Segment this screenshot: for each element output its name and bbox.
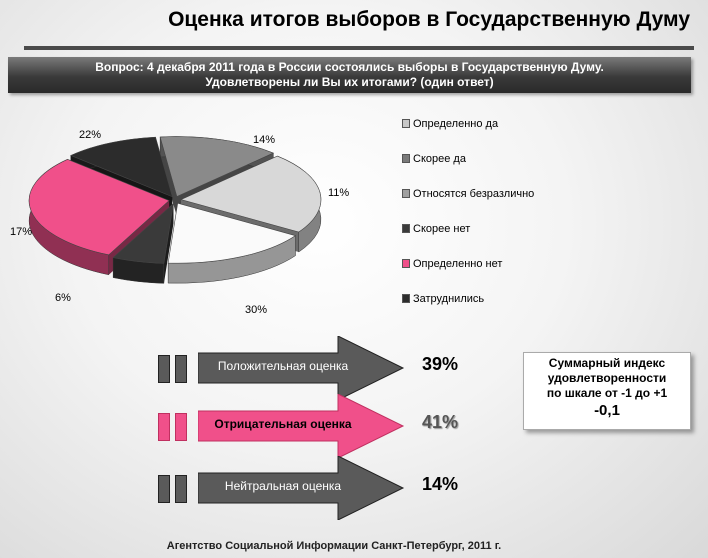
question-line-1: Вопрос: 4 декабря 2011 года в России сос… — [95, 60, 604, 74]
question-line-2: Удовлетворены ли Вы их итогами? (один от… — [205, 75, 494, 89]
legend-item-definitely-yes: Определенно да — [402, 118, 498, 130]
arrow-shape — [198, 336, 405, 400]
index-line-2: удовлетворенности — [547, 371, 667, 385]
legend-item-rather-no: Скорее нет — [402, 223, 470, 235]
pie-slice-definitely-yes — [159, 136, 275, 197]
pie-slice-rather-yes — [180, 155, 322, 233]
legend-item-definitely-no: Определенно нет — [402, 258, 502, 270]
question-banner: Вопрос: 4 декабря 2011 года в России сос… — [8, 57, 691, 93]
legend-item-rather-yes: Скорее да — [402, 153, 466, 165]
neutral-assessment-bar: Нейтральная оценка 14% — [158, 456, 458, 520]
legend-swatch — [402, 224, 410, 233]
bar-value: 14% — [422, 474, 459, 494]
slice-label-definitely-yes: 14% — [253, 134, 276, 146]
legend-item-indifferent: Относятся безразлично — [402, 188, 534, 200]
bar-value: 39% — [422, 354, 459, 374]
legend-swatch — [402, 294, 410, 303]
title-rule — [24, 46, 694, 50]
legend-label: Определенно нет — [413, 258, 503, 270]
legend-label: Скорее нет — [413, 223, 471, 235]
page-title: Оценка итогов выборов в Государственную … — [168, 8, 690, 31]
bar-value: 41% — [422, 412, 459, 432]
index-line-1: Суммарный индекс — [548, 356, 666, 370]
bar-label: Положительная оценка — [217, 359, 349, 373]
slice-label-rather-yes: 22% — [79, 129, 102, 141]
legend-swatch — [402, 189, 410, 198]
slice-label-rather-no: 6% — [55, 292, 71, 304]
pie-slice-definitely-no — [28, 159, 170, 256]
bar-square-icon — [158, 355, 170, 383]
index-line-3: по шкале от -1 до +1 — [546, 386, 668, 400]
bar-square-icon — [175, 413, 187, 441]
pie-slice-indifferent — [167, 202, 297, 264]
legend-item-undecided: Затруднились — [402, 293, 484, 305]
satisfaction-index-box: Суммарный индекс удовлетворенности по шк… — [523, 352, 691, 430]
pie-slice-undecided — [70, 136, 173, 198]
legend-swatch — [402, 119, 410, 128]
slice-label-definitely-no: 30% — [245, 304, 268, 316]
bar-square-icon — [175, 355, 187, 383]
legend-swatch — [402, 154, 410, 163]
index-value: -0,1 — [594, 402, 620, 419]
negative-assessment-bar: Отрицательная оценка 41% — [158, 394, 458, 458]
arrow-shape — [198, 456, 405, 520]
positive-assessment-bar: Положительная оценка 39% — [158, 336, 458, 400]
pie-slice-rather-no — [112, 202, 174, 264]
bar-square-icon — [158, 413, 170, 441]
pie-chart — [28, 136, 322, 284]
slice-label-undecided: 11% — [328, 187, 350, 199]
footer-credit: Агентство Социальной Информации Санкт-Пе… — [166, 540, 502, 552]
pie-slice-wall-rather-yes — [180, 156, 299, 253]
bar-square-icon — [158, 475, 170, 503]
slice-label-indifferent: 17% — [10, 226, 33, 238]
legend-swatch — [402, 259, 410, 268]
arrow-shape — [198, 394, 405, 458]
legend-label: Скорее да — [413, 153, 466, 165]
bar-square-icon — [175, 475, 187, 503]
bar-label: Отрицательная оценка — [214, 417, 352, 431]
bar-label: Нейтральная оценка — [224, 479, 342, 493]
legend-label: Определенно да — [413, 118, 499, 130]
legend-label: Относятся безразлично — [413, 188, 535, 200]
legend-label: Затруднились — [413, 293, 485, 305]
